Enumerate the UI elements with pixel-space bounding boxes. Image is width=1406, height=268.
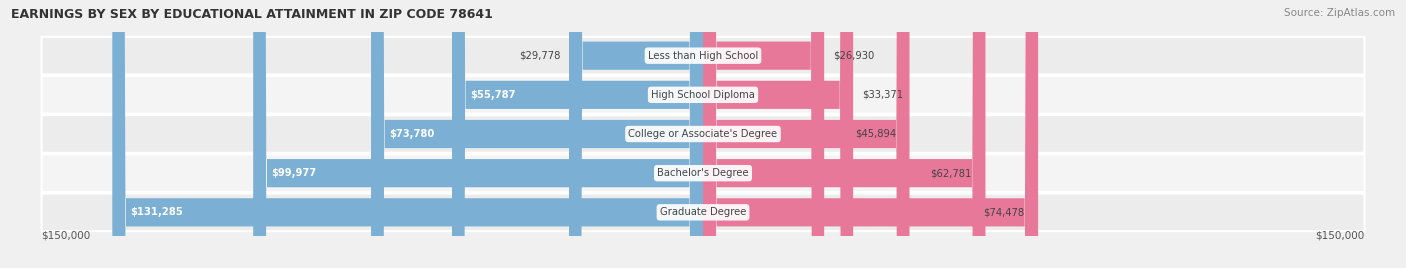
FancyBboxPatch shape — [253, 0, 703, 268]
FancyBboxPatch shape — [703, 0, 824, 268]
Text: $150,000: $150,000 — [1315, 231, 1364, 241]
Text: Source: ZipAtlas.com: Source: ZipAtlas.com — [1284, 8, 1395, 18]
FancyBboxPatch shape — [703, 0, 1038, 268]
FancyBboxPatch shape — [42, 37, 1364, 75]
Text: EARNINGS BY SEX BY EDUCATIONAL ATTAINMENT IN ZIP CODE 78641: EARNINGS BY SEX BY EDUCATIONAL ATTAINMEN… — [11, 8, 494, 21]
Text: $99,977: $99,977 — [271, 168, 316, 178]
FancyBboxPatch shape — [112, 0, 703, 268]
FancyBboxPatch shape — [569, 0, 703, 268]
Text: $55,787: $55,787 — [470, 90, 516, 100]
FancyBboxPatch shape — [703, 0, 910, 268]
FancyBboxPatch shape — [42, 76, 1364, 114]
Text: Less than High School: Less than High School — [648, 51, 758, 61]
FancyBboxPatch shape — [371, 0, 703, 268]
Text: $131,285: $131,285 — [131, 207, 183, 217]
Text: College or Associate's Degree: College or Associate's Degree — [628, 129, 778, 139]
FancyBboxPatch shape — [703, 0, 853, 268]
FancyBboxPatch shape — [42, 154, 1364, 192]
Text: $62,781: $62,781 — [931, 168, 972, 178]
Text: $26,930: $26,930 — [834, 51, 875, 61]
Text: High School Diploma: High School Diploma — [651, 90, 755, 100]
Text: $74,478: $74,478 — [983, 207, 1025, 217]
FancyBboxPatch shape — [703, 0, 986, 268]
Text: $73,780: $73,780 — [389, 129, 434, 139]
FancyBboxPatch shape — [42, 115, 1364, 153]
FancyBboxPatch shape — [42, 193, 1364, 231]
Text: $45,894: $45,894 — [855, 129, 896, 139]
Legend: Male, Female: Male, Female — [631, 265, 775, 268]
Text: Graduate Degree: Graduate Degree — [659, 207, 747, 217]
Text: Bachelor's Degree: Bachelor's Degree — [657, 168, 749, 178]
FancyBboxPatch shape — [451, 0, 703, 268]
Text: $150,000: $150,000 — [42, 231, 91, 241]
Text: $33,371: $33,371 — [862, 90, 903, 100]
Text: $29,778: $29,778 — [519, 51, 560, 61]
